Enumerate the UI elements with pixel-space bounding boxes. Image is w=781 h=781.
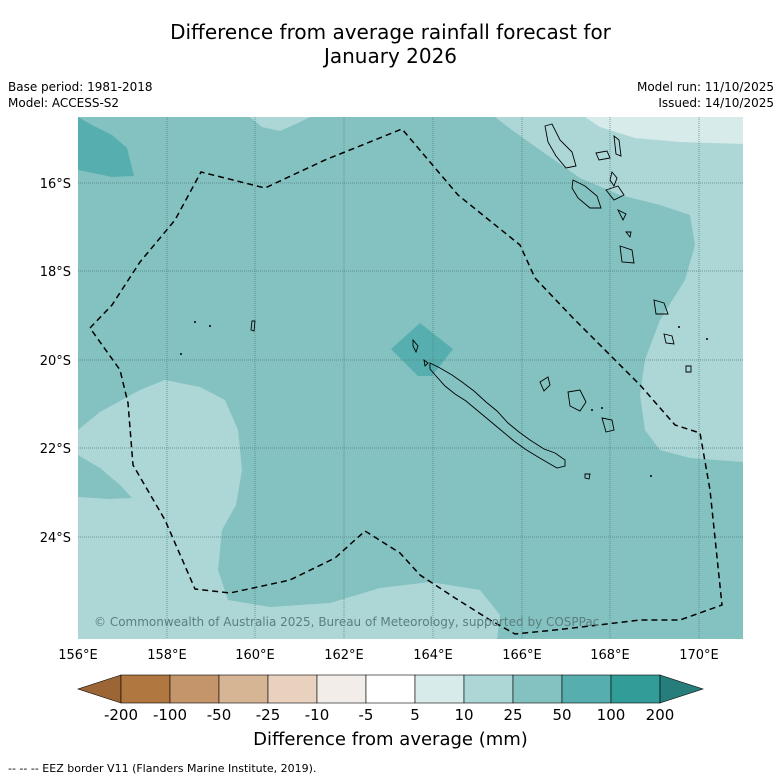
colorbar-tick-label: 5: [410, 706, 420, 724]
region-base-southwest: [78, 455, 132, 499]
region-dark-northwest: [78, 117, 134, 177]
region-lighter-top-right: [585, 117, 743, 144]
colorbar-segment: [463, 674, 514, 704]
region-dark-center: [391, 323, 453, 376]
colorbar-segment: [414, 674, 465, 704]
lat-label: 24°S: [40, 531, 71, 546]
colorbar-segment: [120, 674, 171, 704]
colorbar-tick-label: 100: [597, 706, 626, 724]
colorbar-tick-label: 10: [454, 706, 473, 724]
issued-date: Issued: 14/10/2025: [658, 96, 774, 110]
colorbar-tick-label: -10: [305, 706, 330, 724]
lon-label: 158°E: [147, 648, 187, 663]
lat-label: 16°S: [40, 177, 71, 192]
colorbar: -200 -100 -50 -25 -10 -5 5 10 25 50 100 200: [77, 674, 704, 724]
page-title: Difference from average rainfall forecas…: [0, 20, 781, 68]
lon-label: 162°E: [324, 648, 364, 663]
colorbar-title: Difference from average (mm): [253, 729, 528, 750]
lon-label: 168°E: [590, 648, 630, 663]
model-name: Model: ACCESS-S2: [8, 96, 120, 110]
title-line-1: Difference from average rainfall forecas…: [170, 20, 611, 44]
meta-left: Base period: 1981-2018 Model: ACCESS-S2: [8, 79, 153, 111]
graticule: [78, 117, 743, 639]
meta-right: Model run: 11/10/2025 Issued: 14/10/2025: [637, 79, 774, 111]
lon-label: 160°E: [235, 648, 275, 663]
lat-label: 18°S: [40, 265, 71, 280]
copyright-text: © Commonwealth of Australia 2025, Bureau…: [94, 615, 599, 629]
colorbar-segment: [512, 674, 563, 704]
latitude-labels: 16°S 18°S 20°S 22°S 24°S: [40, 177, 71, 546]
footer-note: -- -- -- EEZ border V11 (Flanders Marine…: [8, 762, 317, 775]
colorbar-tick-label: -50: [207, 706, 232, 724]
base-period: Base period: 1981-2018: [8, 80, 153, 94]
colorbar-tick-label: -25: [256, 706, 281, 724]
colorbar-tick-label: -100: [153, 706, 187, 724]
colorbar-segment: [561, 674, 612, 704]
colorbar-tick-label: 200: [646, 706, 675, 724]
region-light-top-center: [250, 117, 310, 131]
colorbar-segment: [218, 674, 269, 704]
land-new-caledonia: [429, 362, 566, 469]
region-light-top-right: [495, 117, 743, 462]
colorbar-segment: [365, 674, 416, 704]
colorbar-tick-label: 25: [503, 706, 522, 724]
colorbar-segment: [610, 674, 661, 704]
longitude-labels: 156°E 158°E 160°E 162°E 164°E 166°E 168°E 170°E: [58, 648, 719, 663]
map-area: © Commonwealth of Australia 2025, Bureau…: [78, 117, 743, 639]
land-dots: [180, 321, 708, 477]
lon-label: 164°E: [413, 648, 453, 663]
lon-label: 156°E: [58, 648, 98, 663]
region-light-southwest: [78, 380, 500, 639]
colorbar-under-arrow: [77, 674, 122, 704]
colorbar-tick-label: -200: [104, 706, 138, 724]
colorbar-segment: [316, 674, 367, 704]
model-run: Model run: 11/10/2025: [636, 80, 774, 94]
colorbar-tick-label: -5: [359, 706, 374, 724]
lat-label: 22°S: [40, 442, 71, 457]
colorbar-segment: [267, 674, 318, 704]
colorbar-over-arrow: [659, 674, 704, 704]
title-line-2: January 2026: [323, 44, 458, 68]
land-small-islands: [250, 123, 692, 480]
colorbar-segment: [169, 674, 220, 704]
eez-border: [89, 128, 723, 635]
colorbar-tick-label: 50: [552, 706, 571, 724]
lat-label: 20°S: [40, 354, 71, 369]
lon-label: 170°E: [679, 648, 719, 663]
lon-label: 166°E: [502, 648, 542, 663]
